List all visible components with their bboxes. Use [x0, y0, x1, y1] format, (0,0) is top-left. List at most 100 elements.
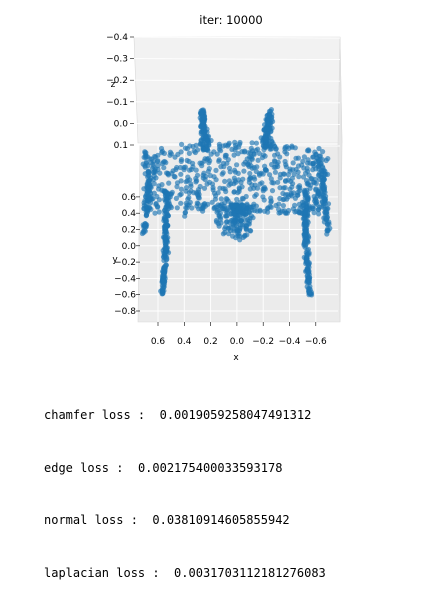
- data-point: [255, 157, 261, 163]
- data-point: [151, 169, 157, 175]
- data-point: [321, 176, 327, 182]
- data-point: [143, 212, 150, 218]
- data-point: [200, 208, 206, 214]
- data-point: [234, 228, 240, 234]
- data-point: [257, 208, 263, 214]
- data-point: [265, 205, 271, 211]
- data-point: [313, 187, 319, 193]
- x-tick-label: 0.2: [203, 337, 217, 347]
- data-point: [161, 165, 167, 171]
- data-point: [181, 164, 187, 171]
- data-point: [223, 219, 230, 225]
- x-axis-label: x: [233, 353, 239, 363]
- data-point: [252, 208, 258, 214]
- data-point: [194, 178, 200, 184]
- data-point: [303, 208, 309, 215]
- data-point: [241, 203, 247, 209]
- data-point: [156, 186, 162, 192]
- data-point: [217, 185, 223, 191]
- data-point: [324, 231, 330, 237]
- data-point: [275, 179, 281, 185]
- data-point: [151, 190, 157, 196]
- data-point: [317, 170, 323, 176]
- data-point: [194, 200, 200, 206]
- data-point: [303, 170, 309, 176]
- data-point: [304, 229, 310, 235]
- data-point: [161, 188, 167, 194]
- data-point: [163, 160, 169, 166]
- data-point: [186, 167, 193, 173]
- data-point: [286, 207, 292, 214]
- data-point: [295, 169, 301, 175]
- data-point: [318, 160, 324, 167]
- data-point: [191, 190, 197, 196]
- data-point: [143, 150, 149, 156]
- z-gridline: [133, 101, 341, 104]
- data-point: [186, 150, 192, 156]
- data-point: [225, 157, 231, 163]
- data-point: [220, 231, 226, 237]
- data-point: [223, 213, 229, 219]
- data-point: [253, 140, 259, 146]
- data-point: [152, 153, 158, 160]
- laplacian-loss-value: 0.0031703112181276083: [174, 565, 326, 580]
- data-point: [241, 168, 247, 174]
- data-point: [280, 190, 286, 197]
- data-point: [216, 223, 222, 229]
- data-point: [165, 213, 171, 219]
- x-tick-label: −0.6: [305, 337, 327, 347]
- data-point: [178, 186, 184, 192]
- data-point: [142, 198, 148, 204]
- data-point: [317, 176, 323, 182]
- y-tick-label: −0.6: [114, 291, 136, 301]
- x-tick-label: 0.6: [151, 337, 166, 347]
- data-point: [195, 187, 202, 193]
- data-point: [235, 216, 241, 222]
- data-point: [233, 144, 239, 151]
- data-point: [249, 165, 255, 171]
- data-point: [235, 151, 241, 157]
- data-point: [232, 169, 239, 175]
- data-point: [200, 136, 206, 142]
- data-point: [237, 237, 243, 243]
- edge-loss-line: edge loss : 0.002175400033593178: [44, 460, 326, 478]
- data-point: [301, 215, 307, 221]
- data-point: [307, 185, 313, 191]
- data-point: [161, 218, 167, 224]
- data-point: [166, 201, 172, 207]
- data-point: [230, 222, 236, 228]
- data-point: [178, 191, 184, 197]
- data-point: [280, 197, 286, 203]
- data-point: [234, 196, 240, 202]
- data-point: [260, 171, 266, 177]
- data-point: [267, 172, 273, 178]
- data-point: [300, 158, 306, 164]
- data-point: [313, 180, 319, 186]
- data-point: [170, 168, 176, 174]
- data-point: [243, 227, 249, 233]
- data-point: [172, 154, 178, 160]
- data-point: [165, 171, 171, 177]
- normal-loss-value: 0.03810914605855942: [152, 513, 290, 527]
- data-point: [155, 203, 161, 210]
- x-tick-label: −0.4: [279, 337, 301, 347]
- data-point: [145, 174, 151, 180]
- data-point: [222, 152, 228, 158]
- data-point: [303, 236, 309, 242]
- data-point: [227, 169, 233, 175]
- data-point: [296, 174, 302, 180]
- data-point: [265, 209, 271, 215]
- data-point: [216, 146, 223, 152]
- data-point: [145, 168, 151, 174]
- data-point: [165, 223, 171, 229]
- data-point: [268, 143, 274, 149]
- data-point: [231, 175, 237, 181]
- data-point: [264, 131, 271, 137]
- data-point: [252, 182, 258, 188]
- data-point: [161, 265, 167, 271]
- data-point: [160, 276, 166, 282]
- data-point: [312, 176, 318, 182]
- data-point: [242, 232, 248, 238]
- data-point: [159, 148, 165, 154]
- data-point: [216, 157, 222, 163]
